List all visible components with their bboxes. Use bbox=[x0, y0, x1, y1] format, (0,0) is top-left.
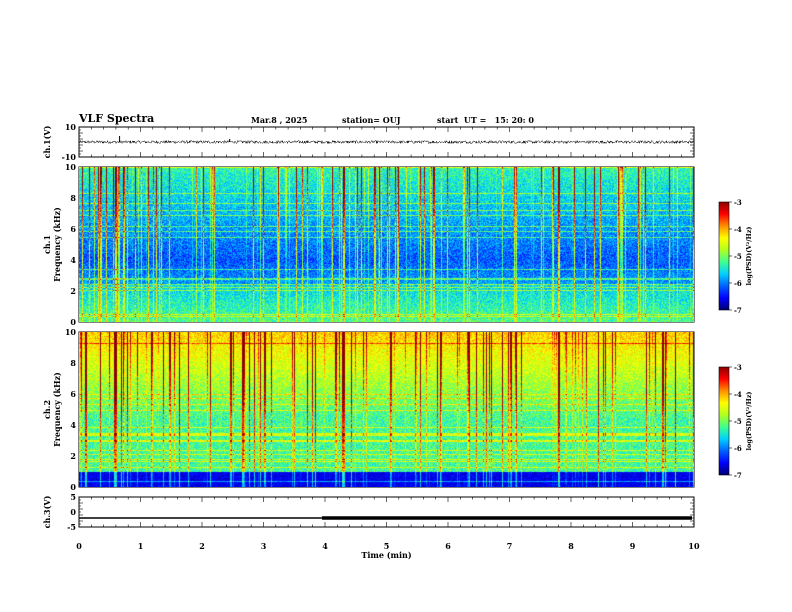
y-tick-label: 10 bbox=[65, 162, 77, 172]
y-tick-label: 6 bbox=[70, 224, 76, 234]
y-tick-label: 6 bbox=[70, 389, 76, 399]
y-tick-label: 0 bbox=[70, 482, 76, 492]
colorbar-tick-label: -4 bbox=[734, 390, 742, 399]
colorbar-tick-label: -7 bbox=[734, 471, 742, 480]
figure-title: VLF Spectra bbox=[79, 112, 155, 125]
ch1-spectrogram-image bbox=[79, 167, 694, 322]
x-tick-label: 2 bbox=[199, 541, 205, 551]
x-tick-label: 4 bbox=[322, 541, 328, 551]
colorbar-tick-label: -7 bbox=[734, 306, 742, 315]
y-tick-label: -10 bbox=[62, 152, 77, 162]
y-tick-label: 5 bbox=[70, 492, 76, 502]
colorbar-tick-label: -6 bbox=[734, 444, 742, 453]
x-tick-label: 9 bbox=[630, 541, 636, 551]
y-axis-title: Frequency (kHz) bbox=[52, 207, 62, 282]
y-tick-label: -5 bbox=[67, 522, 76, 532]
y-tick-label: 2 bbox=[70, 451, 76, 461]
y-axis-title: ch.2 bbox=[42, 400, 52, 419]
x-tick-label: 10 bbox=[688, 541, 700, 551]
colorbar-tick-label: -3 bbox=[734, 198, 742, 207]
ch1-waveform-trace bbox=[78, 139, 695, 145]
colorbar-label: log(PSD)(V²/Hz) bbox=[745, 392, 753, 451]
x-tick-label: 6 bbox=[445, 541, 451, 551]
colorbar-label: log(PSD)(V²/Hz) bbox=[745, 227, 753, 286]
colorbar-tick-label: -4 bbox=[734, 225, 742, 234]
y-tick-label: 4 bbox=[70, 420, 76, 430]
colorbar-1 bbox=[718, 201, 730, 311]
station-label: station= OUJ bbox=[342, 115, 401, 125]
x-axis-title: Time (min) bbox=[361, 550, 411, 560]
y-tick-label: 2 bbox=[70, 286, 76, 296]
date-label: Mar.8 , 2025 bbox=[251, 115, 308, 125]
y-tick-label: 10 bbox=[65, 327, 77, 337]
y-axis-title: ch.3(V) bbox=[42, 495, 52, 528]
y-tick-label: 10 bbox=[65, 122, 77, 132]
x-tick-label: 5 bbox=[384, 541, 390, 551]
x-tick-label: 0 bbox=[76, 541, 82, 551]
y-tick-label: 4 bbox=[70, 255, 76, 265]
y-axis-title: ch.1 bbox=[42, 235, 52, 254]
ch2-spectrogram-image bbox=[79, 332, 694, 487]
start-time-label: start UT = 15: 20: 0 bbox=[437, 115, 534, 125]
x-tick-label: 7 bbox=[507, 541, 513, 551]
x-tick-label: 1 bbox=[138, 541, 144, 551]
y-axis-title: ch.1(V) bbox=[42, 125, 52, 158]
x-tick-label: 3 bbox=[261, 541, 267, 551]
y-tick-label: 8 bbox=[70, 193, 76, 203]
x-tick-label: 8 bbox=[568, 541, 574, 551]
colorbar-tick-label: -5 bbox=[734, 417, 742, 426]
y-axis-title: Frequency (kHz) bbox=[52, 372, 62, 447]
colorbar-2 bbox=[718, 366, 730, 476]
y-tick-label: 0 bbox=[70, 317, 76, 327]
colorbar-tick-label: -6 bbox=[734, 279, 742, 288]
y-tick-label: 8 bbox=[70, 358, 76, 368]
colorbar-tick-label: -5 bbox=[734, 252, 742, 261]
y-tick-label: 0 bbox=[70, 507, 76, 517]
colorbar-tick-label: -3 bbox=[734, 363, 742, 372]
